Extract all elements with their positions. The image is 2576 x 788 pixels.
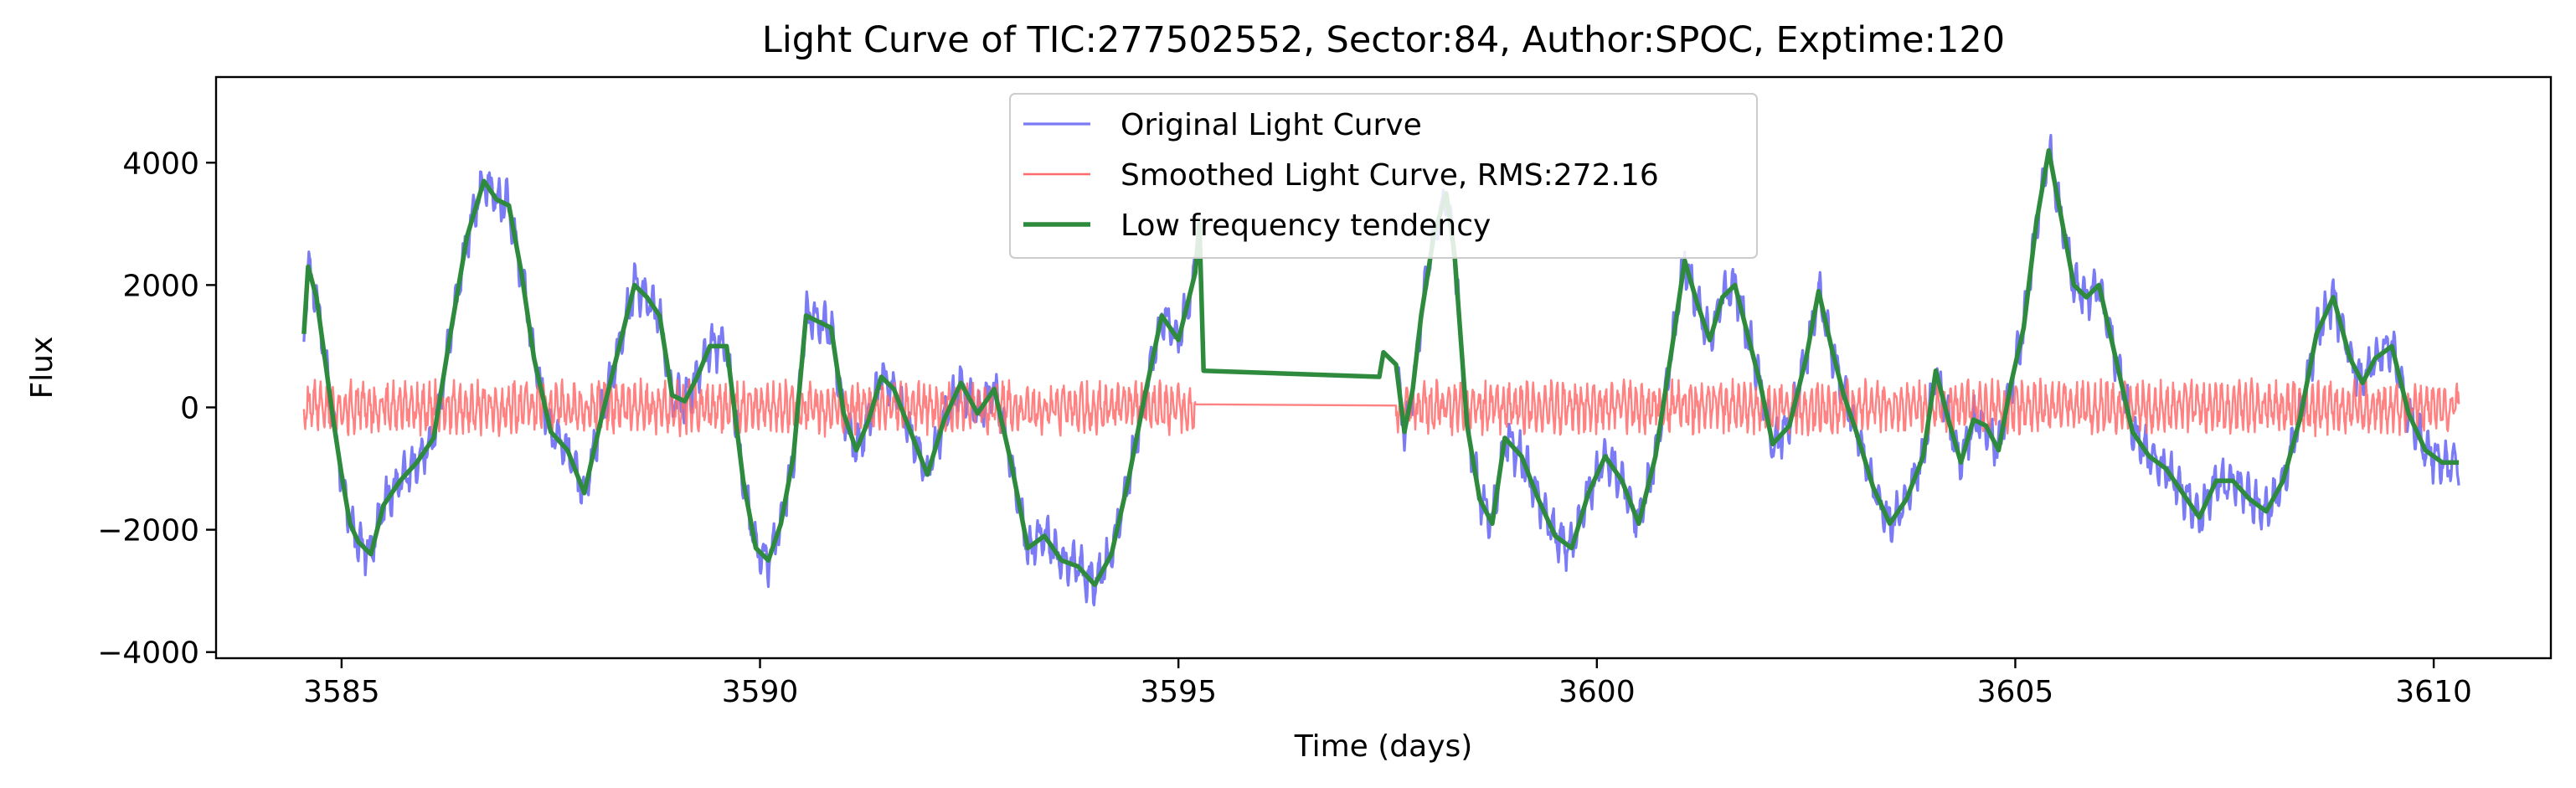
- smoothed-curve-line: [302, 377, 2460, 438]
- trend-line: [301, 147, 2460, 588]
- y-axis-label: Flux: [25, 337, 59, 399]
- legend-label-trend: Low frequency tendency: [1121, 209, 1491, 243]
- y-tick-label: 4000: [122, 147, 199, 181]
- legend: Original Light Curve Smoothed Light Curve…: [1009, 93, 1758, 259]
- legend-box: [1009, 93, 1758, 259]
- y-tick-label: −4000: [97, 636, 199, 671]
- legend-label-smoothed: Smoothed Light Curve, RMS:272.16: [1121, 158, 1659, 193]
- x-tick-label: 3585: [303, 675, 380, 709]
- x-tick-label: 3590: [722, 675, 799, 709]
- x-tick-label: 3605: [1977, 675, 2054, 709]
- y-axis: −4000 −2000 0 2000 4000: [97, 147, 216, 671]
- x-tick-label: 3610: [2395, 675, 2472, 709]
- x-axis-label: Time (days): [1294, 729, 1473, 764]
- x-axis: 3585 3590 3595 3600 3605 3610: [303, 658, 2472, 709]
- plot-frame: [214, 75, 2553, 660]
- x-tick-label: 3600: [1558, 675, 1636, 709]
- original-curve-segment-2: [1394, 133, 2460, 572]
- y-tick-label: 2000: [122, 269, 199, 303]
- legend-label-original: Original Light Curve: [1121, 108, 1422, 142]
- chart-title: Light Curve of TIC:277502552, Sector:84,…: [762, 19, 2005, 61]
- y-tick-label: −2000: [97, 514, 199, 549]
- y-tick-label: 0: [180, 391, 199, 425]
- series-layer: [301, 133, 2460, 607]
- x-tick-label: 3595: [1140, 675, 1217, 709]
